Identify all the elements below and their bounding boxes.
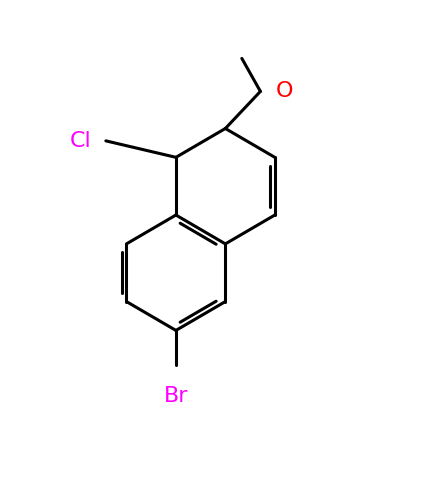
Text: Br: Br <box>164 386 188 406</box>
Text: Cl: Cl <box>70 131 92 151</box>
Text: O: O <box>276 81 293 101</box>
